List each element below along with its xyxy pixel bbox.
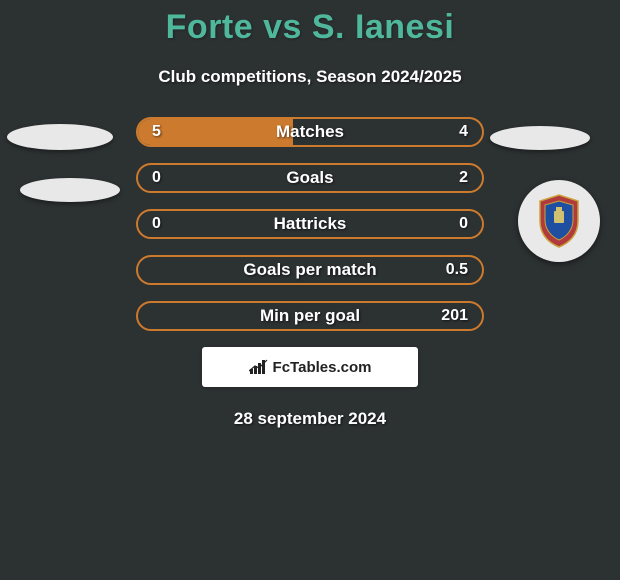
brand-box: FcTables.com [202, 347, 418, 387]
stat-label: Hattricks [138, 211, 482, 237]
stat-value-right: 201 [441, 303, 468, 329]
stat-label: Min per goal [138, 303, 482, 329]
brand-suffix: Tables.com [290, 359, 371, 376]
date-text: 28 september 2024 [0, 409, 620, 429]
stat-value-right: 2 [459, 165, 468, 191]
brand-prefix: Fc [273, 359, 291, 376]
stat-value-right: 0 [459, 211, 468, 237]
stat-row: 0Hattricks0 [136, 209, 484, 239]
stat-value-right: 4 [459, 119, 468, 145]
subtitle: Club competitions, Season 2024/2025 [0, 67, 620, 87]
stat-row: 0Goals2 [136, 163, 484, 193]
page-title: Forte vs S. Ianesi [0, 0, 620, 47]
infographic-container: Forte vs S. Ianesi Club competitions, Se… [0, 0, 620, 429]
brand-text: FcTables.com [273, 359, 372, 376]
stat-label: Goals [138, 165, 482, 191]
stat-row: Goals per match0.5 [136, 255, 484, 285]
bar-chart-icon [249, 359, 269, 375]
stat-label: Goals per match [138, 257, 482, 283]
stat-row: 5Matches4 [136, 117, 484, 147]
stat-label: Matches [138, 119, 482, 145]
stats-block: 5Matches40Goals20Hattricks0Goals per mat… [0, 117, 620, 331]
stat-row: Min per goal201 [136, 301, 484, 331]
stat-value-right: 0.5 [446, 257, 468, 283]
